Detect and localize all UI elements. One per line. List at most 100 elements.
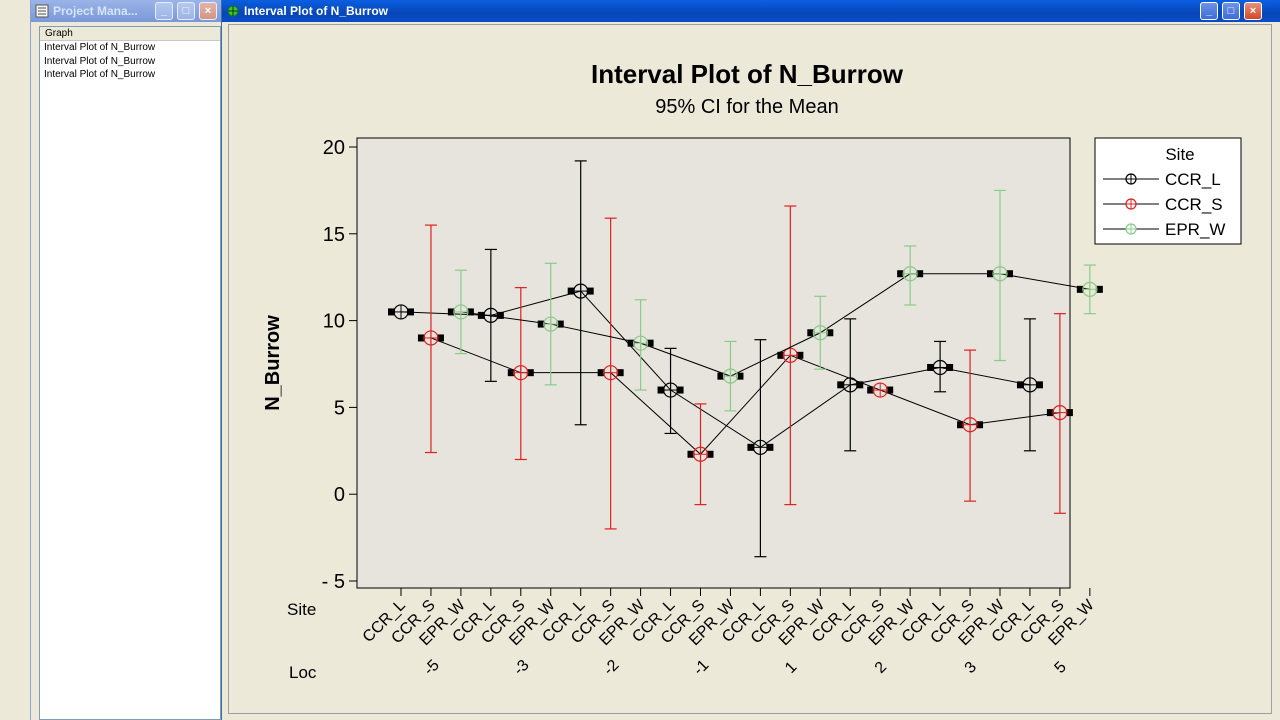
- graph-icon: [227, 5, 239, 17]
- series-layer: [388, 160, 1103, 558]
- close-icon: ×: [204, 5, 212, 17]
- graph-window-title: Interval Plot of N_Burrow: [244, 4, 389, 18]
- interval-plot[interactable]: Interval Plot of N_Burrow 95% CI for the…: [229, 25, 1273, 715]
- legend-label: CCR_L: [1165, 170, 1221, 189]
- mean-square-marker: [447, 308, 455, 316]
- legend[interactable]: Site CCR_L CCR_S EPR_W: [1094, 137, 1242, 245]
- mean-square-marker: [777, 351, 785, 359]
- graph-column-header[interactable]: Graph: [40, 27, 220, 41]
- x-tick-label-loc: -3: [511, 657, 533, 679]
- mean-square-marker: [796, 351, 804, 359]
- chart-subtitle: 95% CI for the Mean: [655, 96, 838, 118]
- mean-square-marker: [886, 386, 894, 394]
- chart-title: Interval Plot of N_Burrow: [591, 59, 904, 89]
- mean-square-marker: [717, 372, 725, 380]
- mean-square-marker: [657, 386, 665, 394]
- y-tick-label: 0: [334, 484, 345, 506]
- legend-title: Site: [1165, 145, 1194, 164]
- legend-box: [1094, 137, 1242, 245]
- mean-square-marker: [417, 334, 425, 342]
- mean-square-marker: [1006, 270, 1013, 278]
- plot-area: [356, 137, 1071, 589]
- mean-square-marker: [1065, 409, 1073, 417]
- mean-square-marker: [388, 308, 395, 316]
- list-item[interactable]: Interval Plot of N_Burrow: [44, 69, 156, 80]
- mean-square-marker: [477, 311, 485, 319]
- maximize-icon: □: [1227, 5, 1235, 17]
- series-ccr-s: [417, 205, 1073, 530]
- graph-titlebar[interactable]: Interval Plot of N_Burrow _ □ ×: [222, 0, 1280, 22]
- x-tick-label-loc: -1: [690, 657, 712, 679]
- mean-square-marker: [766, 443, 774, 451]
- mean-square-marker: [826, 329, 834, 337]
- mean-square-marker: [687, 450, 695, 458]
- mean-square-marker: [466, 308, 474, 316]
- mean-square-marker: [407, 308, 414, 316]
- minimize-button[interactable]: _: [1200, 2, 1218, 20]
- y-tick-label: 15: [323, 224, 345, 246]
- y-axis-label: N_Burrow: [262, 315, 284, 411]
- mean-square-marker: [537, 320, 545, 328]
- close-button[interactable]: ×: [1244, 2, 1262, 20]
- y-tick-label: 5: [334, 397, 345, 419]
- list-item[interactable]: Interval Plot of N_Burrow: [44, 42, 156, 53]
- legend-label: EPR_W: [1165, 220, 1225, 239]
- maximize-button[interactable]: □: [1222, 2, 1240, 20]
- mean-square-marker: [736, 372, 744, 380]
- mean-square-marker: [1095, 285, 1103, 293]
- close-button[interactable]: ×: [199, 2, 217, 20]
- mean-square-marker: [957, 421, 965, 429]
- project-manager-window: Project Mana... _ □ × Graph Interval Plo…: [30, 0, 221, 720]
- graph-window: Interval Plot of N_Burrow _ □ × Interval…: [222, 0, 1280, 720]
- series-epr-w: [447, 189, 1103, 412]
- x-tick-label-loc: 2: [872, 659, 890, 677]
- mean-square-marker: [747, 443, 755, 451]
- minimize-icon: _: [1205, 5, 1213, 17]
- series-line: [400, 290, 1031, 448]
- mean-square-marker: [1016, 381, 1024, 389]
- mean-square-marker: [1076, 285, 1084, 293]
- x-tick-label-loc: -2: [600, 657, 622, 679]
- mean-square-marker: [627, 339, 635, 347]
- list-item[interactable]: Interval Plot of N_Burrow: [44, 55, 156, 67]
- mean-square-marker: [916, 270, 924, 278]
- project-manager-titlebar[interactable]: Project Mana... _ □ ×: [31, 0, 221, 22]
- mean-square-marker: [976, 421, 984, 429]
- x-tick-label-loc: 3: [962, 659, 980, 677]
- mean-square-marker: [856, 381, 864, 389]
- mean-square-marker: [837, 381, 845, 389]
- x-tick-label-loc: -5: [421, 657, 443, 679]
- mean-square-marker: [507, 369, 515, 377]
- maximize-button[interactable]: □: [177, 2, 195, 20]
- mean-square-marker: [706, 450, 714, 458]
- mean-square-marker: [676, 386, 684, 394]
- close-icon: ×: [1249, 5, 1257, 17]
- mean-square-marker: [646, 339, 654, 347]
- mean-square-marker: [436, 334, 444, 342]
- y-tick-label: 20: [323, 137, 345, 159]
- mean-square-marker: [567, 287, 575, 295]
- mean-square-marker: [867, 386, 875, 394]
- x-tick-label-loc: 5: [1052, 659, 1070, 677]
- project-manager-title: Project Mana...: [53, 4, 138, 18]
- y-tick-label: 10: [323, 311, 345, 333]
- mean-square-marker: [946, 363, 954, 371]
- x-axis: CCR_LCCR_SEPR_W-5CCR_LCCR_SEPR_W-3CCR_LC…: [360, 588, 1098, 679]
- mean-square-marker: [927, 363, 935, 371]
- x-tick-label-loc: 1: [782, 659, 800, 677]
- mean-square-marker: [597, 369, 605, 377]
- mean-square-marker: [1046, 409, 1054, 417]
- mean-square-marker: [616, 369, 624, 377]
- maximize-icon: □: [182, 5, 190, 17]
- legend-label: CCR_S: [1165, 195, 1223, 214]
- minimize-button[interactable]: _: [155, 2, 173, 20]
- series-line: [460, 273, 1090, 377]
- graph-frame: Interval Plot of N_Burrow 95% CI for the…: [228, 24, 1272, 714]
- x-row-label-site: Site: [287, 600, 316, 619]
- series-line: [430, 337, 1060, 455]
- mean-square-marker: [1035, 381, 1043, 389]
- project-manager-icon: [35, 4, 49, 18]
- graph-list: Graph Interval Plot of N_Burrow Interval…: [39, 26, 221, 720]
- left-window-strip: [0, 0, 31, 720]
- mean-square-marker: [987, 270, 994, 278]
